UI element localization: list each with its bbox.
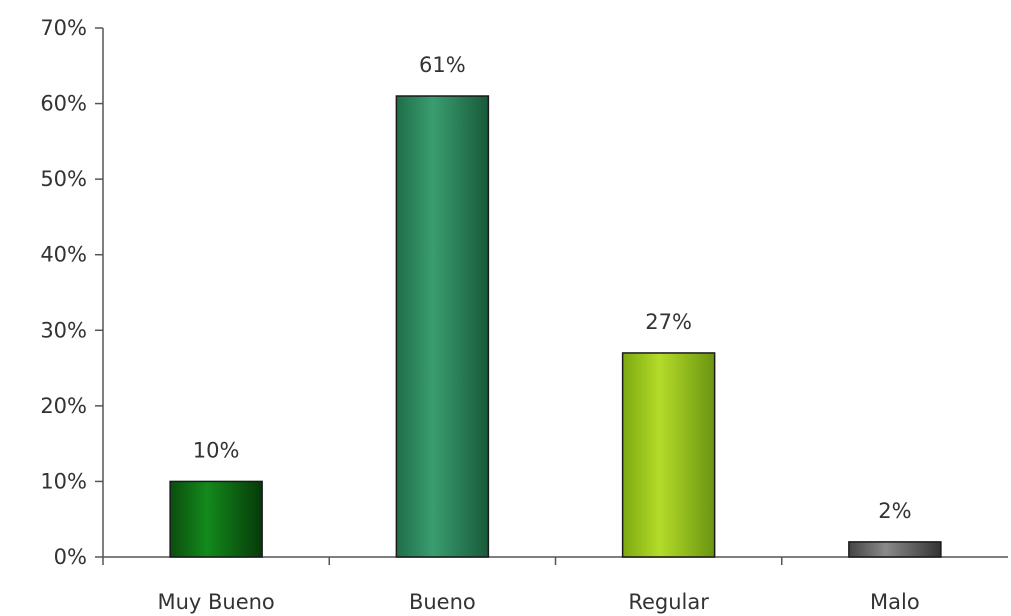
bar-malo bbox=[848, 541, 942, 558]
x-tick-label: Muy Bueno bbox=[157, 590, 274, 614]
x-axis: Muy Bueno Bueno Regular Malo bbox=[102, 556, 1008, 614]
data-label: 27% bbox=[645, 310, 692, 334]
y-tick-label: 10% bbox=[40, 469, 87, 493]
y-tick-label: 70% bbox=[40, 16, 87, 40]
bar-muy-bueno bbox=[169, 480, 263, 558]
y-tick-label: 0% bbox=[54, 545, 87, 569]
y-tick-label: 20% bbox=[40, 394, 87, 418]
x-tick-label: Bueno bbox=[409, 590, 476, 614]
data-label: 2% bbox=[878, 499, 911, 523]
x-tick-label: Regular bbox=[628, 590, 709, 614]
bars bbox=[169, 95, 942, 558]
y-axis: 0% 10% 20% 30% 40% 50% 60% 70% bbox=[40, 16, 104, 569]
x-tick-label: Malo bbox=[870, 590, 920, 614]
y-tick-label: 40% bbox=[40, 243, 87, 267]
y-tick-label: 30% bbox=[40, 318, 87, 342]
y-tick-label: 50% bbox=[40, 167, 87, 191]
bar-bueno bbox=[395, 95, 490, 558]
bar-regular bbox=[621, 352, 716, 558]
y-tick-label: 60% bbox=[40, 92, 87, 116]
data-label: 61% bbox=[419, 53, 466, 77]
data-labels: 10% 61% 27% 2% bbox=[193, 53, 912, 523]
data-label: 10% bbox=[193, 438, 240, 462]
